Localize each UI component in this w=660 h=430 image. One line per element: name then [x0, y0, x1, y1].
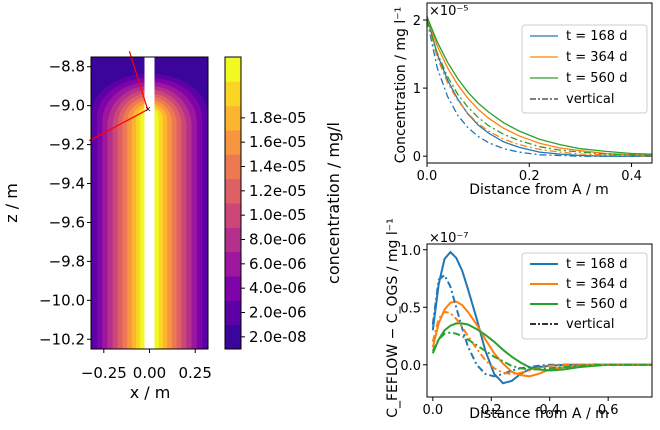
map-y-label: z / m — [2, 183, 21, 223]
colorbar-band — [225, 227, 241, 253]
colorbar-band — [225, 105, 241, 131]
plot1-series-dashdot — [427, 19, 652, 157]
plot2-legend-box — [521, 252, 648, 340]
plot2-legend: t = 168 d t = 364 d t = 560 d vertical — [521, 252, 648, 340]
red-annotation-lines: × — [88, 50, 152, 142]
map-y-tick-label: −9.4 — [49, 175, 85, 193]
plot1-series-dashdot — [427, 19, 652, 157]
plot1-frame — [426, 2, 653, 164]
plot2-frame — [426, 243, 653, 398]
plot1-y-tick-label: 1 — [413, 82, 421, 97]
difference-plot: 0.0 0.2 0.4 0.6 0.0 0.5 1.0 ×10⁻⁷ Distance fr… — [385, 218, 653, 422]
map-x-tick-label: 0.25 — [179, 364, 212, 382]
colorbar-label: concentration / mg/l — [324, 122, 343, 284]
plot1-x-label: Distance from A / m — [469, 182, 609, 198]
plot2-legend-label: t = 364 d — [566, 277, 627, 292]
plot2-y-tick-label: 0.0 — [400, 359, 421, 374]
colorbar-tick-label: 2.0e-06 — [249, 304, 307, 322]
plot2-x-tick-label: 0.6 — [598, 403, 619, 418]
colorbar-band — [225, 81, 241, 107]
colorbar-tick-label: 1.6e-05 — [249, 133, 307, 151]
plot2-legend-label: t = 560 d — [566, 297, 627, 312]
colorbar-tick-label: 2.0e-08 — [249, 328, 307, 346]
plot2-legend-label: t = 168 d — [566, 257, 627, 272]
plot2-y-tick-label: 1.0 — [400, 244, 421, 259]
colorbar-tick-label: 1.2e-05 — [249, 182, 307, 200]
colorbar-band — [225, 57, 241, 82]
map-y-tick-label: −9.2 — [49, 136, 85, 154]
colorbar-tick-label: 1.4e-05 — [249, 158, 307, 176]
plot1-y-label: Concentration / mg l⁻¹ — [393, 7, 409, 164]
plot2-x-tick-label: 0.4 — [539, 403, 560, 418]
map-y-tick-label: −10.0 — [39, 291, 85, 309]
plot2-y-tick-label: 0.5 — [400, 301, 421, 316]
colorbar-band — [225, 130, 241, 155]
plot1-x-tick-label: 0.4 — [621, 169, 642, 184]
colorbar-tick-label: 1.0e-05 — [249, 206, 307, 224]
annotation-marker: × — [145, 105, 152, 114]
plot1-series-solid — [427, 16, 652, 157]
map-x-tick-label: 0.00 — [133, 364, 166, 382]
plot1-y-tick-label: 2 — [413, 14, 421, 29]
plot2-series-dashdot — [431, 331, 652, 371]
colorbar-band — [225, 154, 241, 180]
plot1-x-tick-label: 0.2 — [519, 169, 540, 184]
plot2-x-tick-label: 0.0 — [423, 403, 444, 418]
colorbar-band — [225, 251, 241, 277]
plot1-y-tick-label: 0 — [413, 150, 421, 165]
map-x-tick-label: −0.25 — [81, 364, 127, 382]
colorbar-tick-label: 6.0e-06 — [249, 255, 307, 273]
colorbar-band — [225, 178, 241, 204]
colorbar-band — [225, 324, 241, 350]
colorbar-tick-label: 8.0e-06 — [249, 231, 307, 249]
plot1-legend-label: t = 560 d — [566, 71, 627, 86]
annotation-line — [128, 50, 149, 110]
plot1-series-dashdot — [427, 19, 652, 157]
colorbar-band — [225, 203, 241, 228]
plot2-x-label: Distance from A / m — [469, 406, 609, 422]
plot2-scale-label: ×10⁻⁷ — [429, 231, 469, 246]
colorbar-band — [225, 276, 241, 301]
colorbar-band — [225, 300, 241, 326]
map-y-tick-label: −10.2 — [39, 330, 85, 348]
plot1-legend-label: t = 364 d — [566, 50, 627, 65]
colorbar-tick-label: 4.0e-06 — [249, 279, 307, 297]
borehole — [144, 57, 155, 349]
plot2-legend-label: vertical — [566, 317, 614, 332]
annotation-line — [88, 109, 148, 142]
concentration-profile-plot: 0.0 0.2 0.4 012 ×10⁻⁵ Distance from A / m … — [393, 2, 653, 198]
map-y-tick-label: −8.8 — [49, 58, 85, 76]
plot1-legend: t = 168 d t = 364 d t = 560 d vertical — [521, 24, 648, 114]
map-x-label: x / m — [130, 383, 171, 402]
plot1-series-solid — [427, 16, 652, 155]
map-y-tick-label: −9.8 — [49, 252, 85, 270]
plot2-y-label: C_FEFLOW − C_OGS / mg l⁻¹ — [385, 218, 401, 418]
plot1-legend-label: t = 168 d — [566, 29, 627, 44]
plot1-series-solid — [427, 16, 652, 157]
map-y-tick-label: −9.0 — [49, 97, 85, 115]
map-y-tick-label: −9.6 — [49, 213, 85, 231]
plot1-x-tick-label: 0.0 — [417, 169, 438, 184]
plot1-legend-box — [521, 24, 648, 114]
colorbar-frame — [224, 56, 242, 350]
concentration-map: × −0.25 0.00 0.25 −8.8 −9.0 −9.2 −9.4 −9.6 −9.8… — [2, 50, 212, 402]
colorbar-tick-label: 1.8e-05 — [249, 109, 307, 127]
plot1-scale-label: ×10⁻⁵ — [429, 4, 469, 19]
colorbar: 1.8e-05 1.6e-05 1.4e-05 1.2e-05 1.0e-05 8.0e-… — [224, 56, 343, 350]
plot2-x-tick-label: 0.2 — [481, 403, 502, 418]
plot1-legend-label: vertical — [566, 92, 614, 107]
